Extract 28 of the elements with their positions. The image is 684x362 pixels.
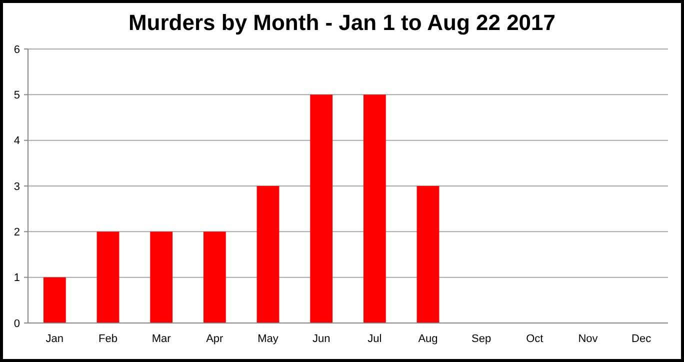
y-tick-label: 5 xyxy=(14,90,20,102)
x-tick-label: Aug xyxy=(418,333,438,345)
bar xyxy=(96,232,120,323)
y-tick-label: 3 xyxy=(14,180,20,193)
y-tick-label: 2 xyxy=(14,226,20,239)
x-tick-label: Mar xyxy=(152,333,172,345)
bar xyxy=(416,186,440,323)
bar xyxy=(363,94,386,323)
x-tick-label: Feb xyxy=(98,333,118,345)
x-tick-label: Oct xyxy=(526,333,544,345)
bar xyxy=(150,232,173,323)
bar xyxy=(43,277,66,323)
x-tick-label: Sep xyxy=(472,333,492,345)
chart-title: Murders by Month - Jan 1 to Aug 22 2017 xyxy=(128,10,556,35)
x-tick-label: Jul xyxy=(368,333,382,345)
x-tick-label: Nov xyxy=(578,333,598,345)
bar xyxy=(310,94,333,323)
x-tick-label: Apr xyxy=(206,333,224,345)
y-tick-label: 4 xyxy=(14,135,20,148)
x-tick-label: Dec xyxy=(632,333,652,345)
bar xyxy=(203,232,226,323)
x-tick-label: Jan xyxy=(46,333,64,345)
x-tick-label: May xyxy=(258,333,279,345)
y-tick-label: 6 xyxy=(14,44,20,56)
x-tick-label: Jun xyxy=(312,333,330,345)
y-tick-label: 1 xyxy=(14,272,20,284)
bar xyxy=(256,186,280,323)
y-tick-label: 0 xyxy=(14,318,20,330)
